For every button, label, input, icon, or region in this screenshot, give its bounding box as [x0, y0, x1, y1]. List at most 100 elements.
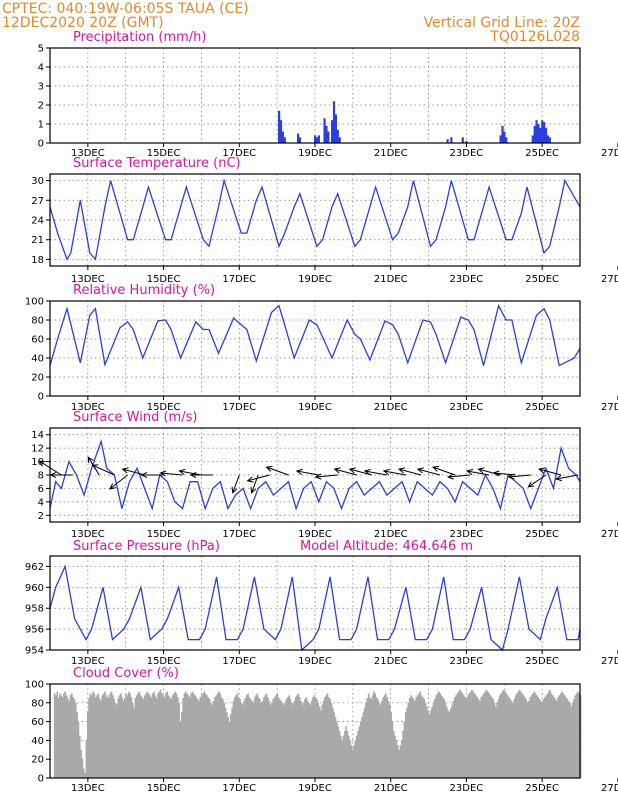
cloud-bar: [533, 691, 536, 778]
cloud-bar: [241, 704, 244, 778]
wind-arrow: [397, 467, 422, 476]
cloud-bar: [328, 697, 330, 778]
precip-bar: [501, 125, 504, 143]
cloud-bar: [422, 697, 424, 778]
cloud-bar: [408, 698, 411, 778]
y-tick-label: 60: [31, 335, 44, 346]
cloud-bar: [318, 706, 321, 778]
x-tick-label: 15DEC: [147, 656, 181, 667]
cloud-bar: [97, 693, 100, 778]
wind-arrow: [140, 471, 164, 479]
cloud-bar: [153, 691, 155, 778]
cloud-bar: [118, 695, 121, 778]
cloud-bar: [177, 697, 179, 778]
cloud-bar: [512, 702, 514, 778]
x-tick-label: 17DEC: [222, 402, 256, 413]
panel-4: 954 956 958 960 962 13DEC 15DEC 17DEC 19DEC 21DEC…: [25, 539, 618, 667]
cloud-bar: [110, 691, 113, 778]
cloud-bar: [357, 731, 359, 778]
wind-arrow: [348, 467, 372, 476]
cloud-bar: [211, 704, 214, 778]
cloud-bar: [117, 698, 120, 778]
cloud-bar: [497, 699, 500, 778]
cloud-bar: [509, 699, 512, 778]
cloud-bar: [354, 740, 357, 778]
cloud-bar: [263, 697, 265, 778]
x-tick-label: 23DEC: [450, 402, 484, 413]
cloud-bar: [88, 698, 90, 778]
x-tick-label: 25DEC: [525, 656, 559, 667]
x-tick-label: 17DEC: [222, 529, 256, 540]
cloud-bar: [77, 721, 80, 778]
cloud-bar: [341, 740, 343, 778]
panel-title: Surface Pressure (hPa): [73, 539, 220, 554]
cloud-bar: [468, 693, 471, 778]
y-tick-label: 14: [31, 430, 44, 441]
x-tick-label: 19DEC: [298, 783, 332, 794]
cloud-bar: [261, 700, 264, 778]
cloud-bar: [55, 695, 57, 778]
x-tick-label: 15DEC: [147, 529, 181, 540]
cloud-bar: [392, 731, 395, 778]
cloud-bar: [145, 693, 147, 778]
cloud-bar: [561, 691, 563, 778]
series-line: [49, 304, 581, 367]
cloud-bar: [151, 693, 154, 778]
cloud-bar: [410, 695, 412, 778]
precip-bar: [296, 133, 300, 143]
y-tick-label: 30: [31, 176, 44, 187]
x-tick-label: 23DEC: [450, 274, 484, 285]
cloud-bar: [143, 695, 146, 778]
cloud-bar: [545, 695, 547, 778]
cloud-bar: [343, 731, 346, 778]
cloud-bar: [493, 702, 496, 778]
cloud-bar: [73, 699, 76, 778]
cloud-bar: [559, 693, 562, 778]
cloud-bar: [502, 689, 505, 778]
x-tick-label: 21DEC: [374, 148, 408, 159]
precip-bar: [283, 137, 286, 143]
cloud-bar: [284, 702, 286, 778]
wind-arrow: [91, 464, 115, 476]
cloud-bar: [255, 695, 257, 778]
cloud-bar: [542, 699, 545, 778]
cloud-bar: [228, 721, 231, 778]
cloud-bar: [436, 693, 439, 778]
cloud-bar: [426, 706, 428, 778]
cloud-bar: [517, 691, 520, 778]
cloud-bar: [383, 695, 386, 778]
cloud-bar: [463, 695, 465, 778]
cloud-bar: [382, 697, 385, 778]
precip-bar: [505, 137, 508, 143]
precip-bar: [450, 137, 453, 143]
cloud-bar: [171, 695, 174, 778]
cloud-bar: [178, 702, 180, 778]
cloud-bar: [516, 693, 518, 778]
x-tick-label: 13DEC: [71, 783, 105, 794]
cloud-bar: [126, 695, 129, 778]
cloud-bar: [74, 702, 77, 778]
wind-arrow: [159, 470, 183, 477]
x-tick-label: 23DEC: [450, 783, 484, 794]
cloud-bar: [495, 706, 497, 778]
wind-arrow: [554, 474, 579, 482]
cloud-bar: [432, 702, 435, 778]
cloud-bar: [96, 695, 98, 778]
wind-arrow: [447, 473, 471, 480]
cloud-bar: [406, 707, 408, 778]
cloud-bar: [214, 697, 216, 778]
cloud-bar: [326, 693, 329, 778]
cloud-bar: [222, 699, 224, 778]
x-tick-label: 13DEC: [71, 274, 105, 285]
wind-arrow: [538, 467, 562, 476]
precip-bar: [535, 120, 538, 143]
x-tick-label: 17DEC: [222, 274, 256, 285]
cloud-bar: [339, 735, 342, 778]
cloud-bar: [240, 702, 243, 778]
cloud-bar: [452, 700, 455, 778]
cloud-bar: [183, 693, 186, 778]
x-tick-label: 25DEC: [525, 783, 559, 794]
cloud-bar: [293, 700, 296, 778]
cloud-bar: [253, 698, 256, 778]
precip-bar: [315, 137, 319, 143]
